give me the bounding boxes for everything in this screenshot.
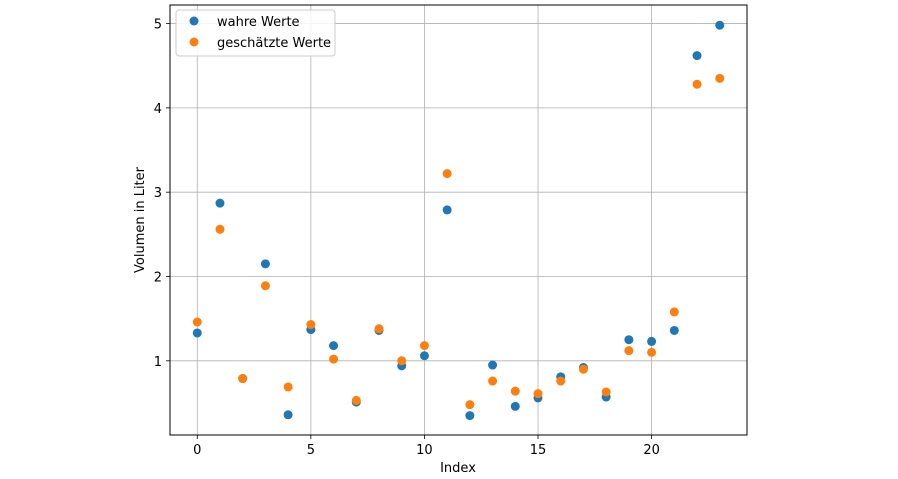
legend-marker-wahre-werte <box>189 16 199 26</box>
point-geschaetzte-werte <box>260 281 270 291</box>
y-tick-label: 5 <box>154 18 162 33</box>
point-geschaetzte-werte <box>351 395 361 405</box>
y-tick-label: 3 <box>154 186 162 201</box>
legend-label-geschaetzte-werte: geschätzte Werte <box>217 36 331 51</box>
point-wahre-werte <box>624 335 634 345</box>
point-wahre-werte <box>715 20 725 30</box>
point-wahre-werte <box>215 198 225 208</box>
point-wahre-werte <box>442 205 452 215</box>
point-wahre-werte <box>647 336 657 346</box>
point-geschaetzte-werte <box>533 389 543 399</box>
point-wahre-werte <box>669 325 679 335</box>
y-tick-label: 1 <box>154 355 162 370</box>
point-wahre-werte <box>692 51 702 61</box>
x-tick-label: 10 <box>416 443 433 458</box>
point-wahre-werte <box>465 411 475 421</box>
point-wahre-werte <box>419 351 429 361</box>
point-geschaetzte-werte <box>306 320 316 330</box>
y-tick-label: 2 <box>154 270 162 285</box>
point-geschaetzte-werte <box>669 307 679 317</box>
point-geschaetzte-werte <box>510 386 520 396</box>
legend-marker-geschaetzte-werte <box>189 37 199 47</box>
legend-box <box>175 9 336 57</box>
point-geschaetzte-werte <box>442 169 452 179</box>
point-wahre-werte <box>510 401 520 411</box>
point-geschaetzte-werte <box>556 376 566 386</box>
axis-ticks: 0 5 10 15 20 1 2 3 4 5 <box>154 18 660 458</box>
point-wahre-werte <box>488 360 498 370</box>
x-tick-label: 15 <box>530 443 547 458</box>
point-wahre-werte <box>260 259 270 269</box>
point-geschaetzte-werte <box>192 317 202 327</box>
point-geschaetzte-werte <box>647 347 657 357</box>
point-wahre-werte <box>283 410 293 420</box>
point-geschaetzte-werte <box>283 382 293 392</box>
grid <box>170 5 747 435</box>
x-tick-label: 5 <box>307 443 315 458</box>
y-tick-label: 4 <box>154 102 162 117</box>
y-axis-label: Volumen in Liter <box>133 166 148 273</box>
point-geschaetzte-werte <box>715 73 725 83</box>
point-geschaetzte-werte <box>215 224 225 234</box>
point-geschaetzte-werte <box>374 324 384 334</box>
point-geschaetzte-werte <box>578 364 588 374</box>
x-axis-label: Index <box>440 461 476 476</box>
point-geschaetzte-werte <box>601 387 611 397</box>
legend-label-wahre-werte: wahre Werte <box>217 15 300 30</box>
point-geschaetzte-werte <box>419 341 429 351</box>
point-geschaetzte-werte <box>624 346 634 356</box>
point-geschaetzte-werte <box>238 374 248 384</box>
legend: wahre Werte geschätzte Werte <box>175 9 336 57</box>
data-points <box>192 20 725 421</box>
x-tick-label: 20 <box>643 443 660 458</box>
point-geschaetzte-werte <box>329 354 339 364</box>
plot-frame <box>169 4 748 436</box>
point-wahre-werte <box>192 328 202 338</box>
point-geschaetzte-werte <box>488 376 498 386</box>
x-tick-label: 0 <box>193 443 201 458</box>
point-wahre-werte <box>329 341 339 351</box>
point-geschaetzte-werte <box>465 400 475 410</box>
point-geschaetzte-werte <box>397 356 407 366</box>
point-geschaetzte-werte <box>692 79 702 89</box>
